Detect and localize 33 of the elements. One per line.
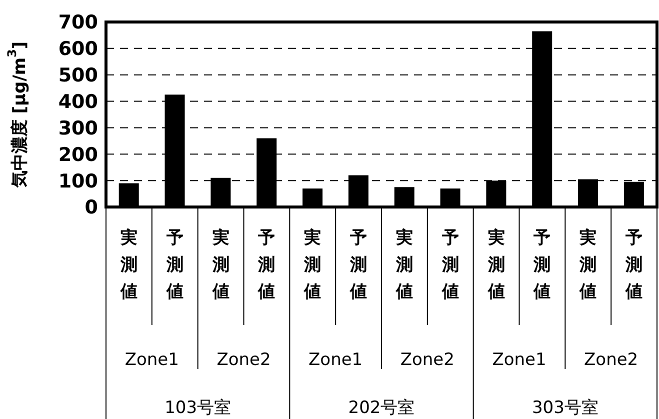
x-tick-label: 実測値 xyxy=(119,228,138,302)
text: 103号室 xyxy=(164,398,232,418)
text: Zone1 xyxy=(308,350,363,370)
y-tick-label: 600 xyxy=(58,38,98,60)
text: Zone2 xyxy=(584,350,638,370)
x-tick-label: 実測値 xyxy=(486,228,505,302)
bar xyxy=(394,187,414,207)
x-tick-label: 予測値 xyxy=(349,228,368,302)
x-tick-label: 予測値 xyxy=(624,228,643,302)
x-tick-label: 予測値 xyxy=(257,228,276,302)
y-tick-label: 700 xyxy=(58,12,98,34)
text: Zone1 xyxy=(492,350,546,370)
y-tick-label: 200 xyxy=(58,144,98,166)
x-tick-label: 実測値 xyxy=(211,228,230,302)
y-tick-label: 400 xyxy=(58,91,98,114)
x-tick-label: 予測値 xyxy=(440,228,459,302)
x-tick-label: 実測値 xyxy=(578,228,597,302)
y-tick-label: 300 xyxy=(58,117,98,140)
y-tick-label: 0 xyxy=(84,196,98,219)
x-tick-label: 予測値 xyxy=(532,228,551,302)
bar xyxy=(440,188,460,207)
y-tick-label: 500 xyxy=(58,64,98,87)
bar xyxy=(302,188,323,207)
text: 202号室 xyxy=(348,398,415,418)
x-tick-label: 実測値 xyxy=(303,228,322,302)
text: Zone1 xyxy=(124,350,179,370)
text: 303号室 xyxy=(532,398,598,418)
y-tick-label: 100 xyxy=(58,170,98,192)
x-tick-label: 予測値 xyxy=(165,228,184,302)
text: Zone2 xyxy=(216,350,271,370)
x-tick-label: 実測値 xyxy=(394,228,413,302)
bar xyxy=(118,183,139,207)
text: Zone2 xyxy=(400,350,454,370)
